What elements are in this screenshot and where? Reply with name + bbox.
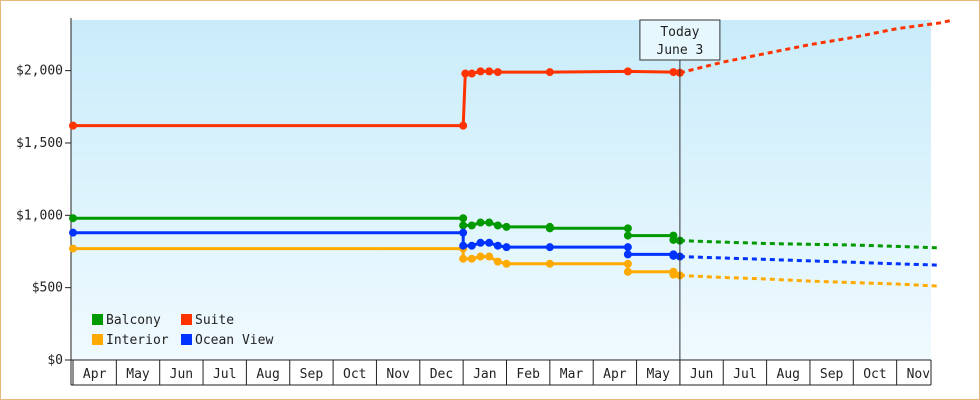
legend: Balcony Suite Interior Ocean View (92, 313, 273, 348)
data-point (485, 67, 494, 76)
data-point (545, 224, 554, 233)
legend-swatch-interior (92, 334, 103, 345)
data-point (467, 254, 476, 263)
data-point (476, 67, 485, 76)
data-point (459, 121, 468, 130)
x-tick-label: Mar (560, 367, 584, 382)
x-tick-label: Jan (473, 367, 496, 382)
x-tick-label: Aug (777, 367, 800, 382)
y-tick-label: $500 (32, 281, 63, 296)
series-suite (69, 18, 954, 130)
data-point (485, 218, 494, 227)
x-tick-label: Sep (820, 367, 844, 382)
data-point (485, 238, 494, 247)
legend-label-balcony: Balcony (106, 313, 161, 328)
forecast-line (679, 255, 941, 267)
data-point (476, 238, 485, 247)
data-point (459, 241, 468, 250)
x-tick-label: Jun (690, 367, 713, 382)
x-tick-label: Sep (300, 367, 324, 382)
data-point (669, 235, 678, 244)
data-point (485, 252, 494, 261)
data-point (502, 222, 511, 231)
data-point (623, 250, 632, 259)
data-point (502, 259, 511, 268)
data-point (623, 224, 632, 233)
data-point (493, 257, 502, 266)
today-box (639, 19, 721, 61)
data-point (461, 69, 470, 78)
data-point (669, 251, 678, 260)
data-point (545, 259, 554, 268)
data-point (669, 270, 678, 279)
data-point (623, 231, 632, 240)
legend-label-interior: Interior (106, 333, 169, 348)
data-point (545, 68, 554, 77)
forecast-line (679, 239, 941, 250)
legend-swatch-ocean-view (181, 334, 192, 345)
today-layer: Today June 3 (639, 19, 721, 385)
x-tick-label: Jul (213, 367, 236, 382)
data-point (623, 267, 632, 276)
legend-label-suite: Suite (195, 313, 234, 328)
data-point (467, 69, 476, 78)
forecast-line (679, 273, 941, 288)
data-point (69, 214, 77, 223)
data-point (467, 221, 476, 230)
data-point (493, 241, 502, 250)
legend-swatch-balcony (92, 314, 103, 325)
data-point (545, 243, 554, 252)
data-point (476, 252, 485, 261)
x-tick-label: Dec (430, 367, 453, 382)
plot-background (71, 20, 931, 360)
y-tick-label: $0 (47, 353, 63, 368)
data-point (502, 243, 511, 252)
data-point (69, 121, 77, 130)
data-point (69, 228, 77, 237)
x-tick-label: May (126, 367, 150, 382)
data-point (459, 228, 468, 237)
axis-layer: $0 $500 $1,000 $1,500 $2,000 Apr May Jun Jul Aug S… (16, 18, 932, 386)
x-tick-label: Oct (863, 367, 886, 382)
legend-label-ocean-view: Ocean View (195, 333, 273, 348)
x-tick-label: Nov (907, 367, 931, 382)
y-tick-label: $1,500 (16, 136, 63, 151)
today-label: Today (660, 25, 699, 40)
data-point (623, 259, 632, 268)
data-point (467, 241, 476, 250)
data-point (493, 68, 502, 77)
x-tick-label: Feb (516, 367, 540, 382)
data-point (669, 68, 678, 77)
x-tick-label: Apr (83, 367, 107, 382)
x-tick-label: Nov (386, 367, 410, 382)
data-point (69, 244, 77, 253)
today-date: June 3 (656, 43, 703, 58)
data-point (493, 221, 502, 230)
data-point (459, 254, 468, 263)
forecast-line (679, 18, 954, 75)
x-tick-label: Jul (733, 367, 756, 382)
series-ocean-view (69, 228, 941, 267)
x-tick-label: Aug (256, 367, 279, 382)
data-point (623, 67, 632, 76)
x-tick-label: Jun (170, 367, 193, 382)
series-layer (69, 18, 954, 288)
x-tick-label: Oct (343, 367, 366, 382)
data-point (459, 221, 468, 230)
series-interior (69, 244, 941, 288)
legend-swatch-suite (181, 314, 192, 325)
data-point (623, 243, 632, 252)
x-tick-label: Apr (603, 367, 627, 382)
y-tick-label: $1,000 (16, 208, 63, 223)
y-tick-label: $2,000 (16, 64, 63, 79)
x-tick-label: May (646, 367, 670, 382)
data-point (476, 218, 485, 227)
data-point (459, 214, 468, 223)
